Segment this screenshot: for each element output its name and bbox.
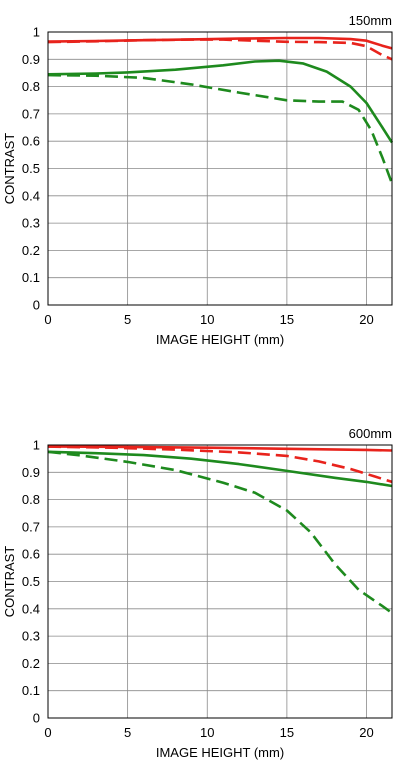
y-tick-label: 0.6 bbox=[22, 134, 40, 149]
x-tick-label: 10 bbox=[200, 312, 214, 327]
plot-frame bbox=[47, 444, 393, 719]
x-tick-label: 20 bbox=[359, 312, 373, 327]
x-axis-label: IMAGE HEIGHT (mm) bbox=[156, 745, 284, 760]
y-tick-label: 0.3 bbox=[22, 216, 40, 231]
mtf-chart-600mm: 0 5 10 15 20 0 0.1 0.2 0.3 0.4 0.5 0.6 0.7 0.8 0.9 1 60… bbox=[2, 426, 393, 760]
x-tick-label: 0 bbox=[44, 725, 51, 740]
series-line-0 bbox=[47, 445, 393, 452]
y-axis-label: CONTRAST bbox=[2, 546, 17, 618]
y-tick-label: 0.9 bbox=[22, 52, 40, 67]
series-line-2 bbox=[47, 59, 394, 144]
series-line-1 bbox=[47, 445, 393, 484]
y-tick-label: 0.1 bbox=[22, 683, 40, 698]
series-line-2 bbox=[47, 450, 393, 488]
y-tick-label: 0.8 bbox=[22, 79, 40, 94]
x-tick-label: 15 bbox=[280, 312, 294, 327]
chart-title: 600mm bbox=[349, 426, 392, 441]
series-line-1 bbox=[47, 38, 393, 61]
y-tick-label: 0.4 bbox=[22, 601, 40, 616]
y-tick-label: 0.3 bbox=[22, 629, 40, 644]
y-tick-label: 1 bbox=[33, 25, 40, 40]
y-tick-label: 0.9 bbox=[22, 465, 40, 480]
series-line-3 bbox=[47, 450, 393, 614]
x-tick-label: 10 bbox=[200, 725, 214, 740]
y-tick-label: 0.1 bbox=[22, 270, 40, 285]
x-tick-label: 0 bbox=[44, 312, 51, 327]
x-tick-label: 20 bbox=[359, 725, 373, 740]
y-tick-label: 0 bbox=[33, 711, 40, 726]
y-tick-label: 0.8 bbox=[22, 492, 40, 507]
series-line-3 bbox=[47, 73, 394, 184]
y-tick-label: 0.2 bbox=[22, 656, 40, 671]
x-tick-label: 5 bbox=[124, 725, 131, 740]
y-axis-label: CONTRAST bbox=[2, 133, 17, 205]
y-tick-label: 0.2 bbox=[22, 243, 40, 258]
y-tick-label: 0.7 bbox=[22, 519, 40, 534]
plot-frame bbox=[47, 31, 393, 306]
y-tick-label: 1 bbox=[33, 438, 40, 453]
mtf-chart-150mm: 0 5 10 15 20 0 0.1 0.2 0.3 0.4 0.5 0.6 0.7 0.8 0.9 1 15… bbox=[2, 13, 394, 347]
y-tick-label: 0.4 bbox=[22, 188, 40, 203]
x-tick-label: 15 bbox=[280, 725, 294, 740]
y-tick-label: 0.6 bbox=[22, 547, 40, 562]
chart-title: 150mm bbox=[349, 13, 392, 28]
y-tick-label: 0.5 bbox=[22, 574, 40, 589]
x-axis-label: IMAGE HEIGHT (mm) bbox=[156, 332, 284, 347]
y-tick-label: 0 bbox=[33, 298, 40, 313]
y-tick-label: 0.5 bbox=[22, 161, 40, 176]
y-tick-label: 0.7 bbox=[22, 106, 40, 121]
x-tick-label: 5 bbox=[124, 312, 131, 327]
